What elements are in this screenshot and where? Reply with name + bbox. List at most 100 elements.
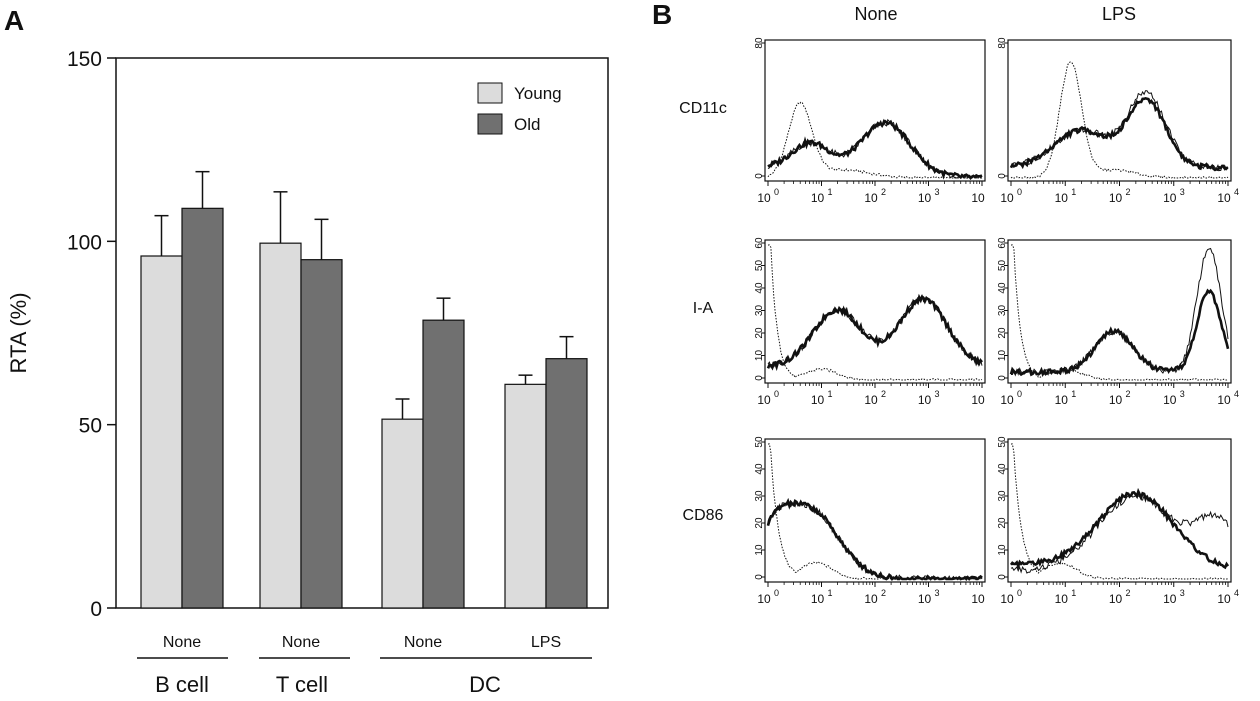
- y-tick-label: 30: [754, 305, 765, 317]
- x-tick-exponent: 0: [1017, 187, 1022, 197]
- x-tick-label: 10: [1055, 393, 1069, 407]
- y-tick-label: 50: [79, 415, 102, 438]
- y-tick-label: 50: [997, 260, 1008, 272]
- x-tick-exponent: 0: [774, 187, 779, 197]
- x-tick-exponent: 1: [828, 588, 833, 598]
- x-tick-exponent: 3: [935, 588, 940, 598]
- y-tick-label: 10: [754, 350, 765, 362]
- y-tick-label: 10: [997, 544, 1008, 556]
- y-tick-label: 40: [997, 282, 1008, 294]
- x-tick-label: 10: [1217, 191, 1231, 205]
- x-tick-exponent: 1: [1071, 389, 1076, 399]
- x-tick-exponent: 2: [881, 389, 886, 399]
- control-curve: [768, 244, 983, 381]
- x-tick-label: 10: [971, 393, 985, 407]
- plot-frame: [115, 57, 609, 609]
- x-tick-label: 10: [918, 592, 932, 606]
- x-tick-exponent: 3: [1180, 187, 1185, 197]
- y-tick-label: 0: [90, 598, 102, 621]
- category-label: LPS: [531, 634, 561, 651]
- x-tick-label: 10: [864, 592, 878, 606]
- x-tick-label: 10: [811, 592, 825, 606]
- x-tick-exponent: 2: [1126, 389, 1131, 399]
- control-curve: [1010, 61, 1229, 179]
- x-tick-label: 10: [971, 592, 985, 606]
- bar-young-2: [381, 418, 424, 609]
- x-tick-exponent: 0: [1017, 588, 1022, 598]
- panel-b-letter: B: [652, 0, 672, 30]
- y-tick-label: 10: [754, 544, 765, 556]
- x-tick-exponent: 0: [1017, 389, 1022, 399]
- x-tick-exponent: 4: [1234, 389, 1239, 399]
- bar-old-0: [181, 207, 224, 609]
- x-tick-exponent: 4: [1234, 588, 1239, 598]
- x-tick-label: 10: [1163, 592, 1177, 606]
- group-label: B cell: [155, 672, 209, 697]
- bar-old-3: [545, 358, 588, 609]
- x-tick-label: 10: [1163, 393, 1177, 407]
- y-tick-label: 10: [997, 350, 1008, 362]
- x-tick-exponent: 1: [828, 187, 833, 197]
- y-tick-label: 50: [754, 260, 765, 272]
- x-tick-exponent: 3: [1180, 389, 1185, 399]
- y-tick-label: 40: [754, 282, 765, 294]
- y-tick-label: 100: [67, 231, 102, 254]
- y-tick-label: 20: [754, 327, 765, 339]
- y-tick-label: 80: [754, 37, 765, 49]
- y-tick-label: 0: [997, 173, 1008, 179]
- control-curve: [1011, 244, 1229, 381]
- control-curve: [768, 443, 983, 580]
- histogram-frame: [764, 438, 986, 583]
- category-label: None: [163, 634, 201, 651]
- marker-label: CD86: [683, 507, 724, 524]
- y-tick-label: 30: [997, 305, 1008, 317]
- legend-swatch-young: [477, 82, 503, 104]
- y-tick-label: 80: [997, 37, 1008, 49]
- old-curve: [766, 497, 983, 582]
- control-curve: [767, 101, 982, 179]
- histogram-frame: [1007, 239, 1232, 384]
- y-tick-label: 20: [997, 327, 1008, 339]
- old-curve: [1009, 487, 1230, 570]
- x-tick-label: 10: [811, 191, 825, 205]
- group-label: T cell: [276, 672, 328, 697]
- x-tick-label: 10: [1217, 393, 1231, 407]
- x-tick-exponent: 2: [881, 187, 886, 197]
- bar-chart-rta: RTA (%) 0 50 100 150 None None None LPS B cell T…: [6, 48, 609, 697]
- x-tick-label: 10: [1000, 191, 1014, 205]
- y-tick-label: 0: [997, 375, 1008, 381]
- y-tick-label: 30: [997, 490, 1008, 502]
- x-tick-exponent: 4: [1234, 187, 1239, 197]
- y-tick-label: 20: [754, 517, 765, 529]
- y-tick-label: 0: [997, 574, 1008, 580]
- x-tick-label: 10: [1163, 191, 1177, 205]
- y-tick-label: 30: [754, 490, 765, 502]
- column-title-none: None: [854, 4, 897, 24]
- old-curve: [1009, 288, 1230, 378]
- x-tick-exponent: 0: [774, 389, 779, 399]
- x-tick-exponent: 2: [1126, 588, 1131, 598]
- legend-label-old: Old: [514, 115, 540, 134]
- bar-young-0: [140, 255, 183, 609]
- bar-young-3: [504, 383, 547, 609]
- y-tick-label: 20: [997, 517, 1008, 529]
- y-tick-label: 40: [997, 463, 1008, 475]
- y-tick-label: 0: [754, 173, 765, 179]
- y-axis-label: RTA (%): [6, 292, 31, 373]
- old-curve: [1009, 96, 1229, 172]
- y-tick-label: 60: [754, 237, 765, 249]
- y-tick-label: 40: [754, 463, 765, 475]
- legend-swatch-old: [477, 113, 503, 135]
- x-tick-label: 10: [1055, 191, 1069, 205]
- y-ticks: 0 50 100 150: [67, 48, 116, 621]
- y-tick-label: 150: [67, 48, 102, 71]
- old-curve: [767, 119, 983, 180]
- x-tick-exponent: 1: [828, 389, 833, 399]
